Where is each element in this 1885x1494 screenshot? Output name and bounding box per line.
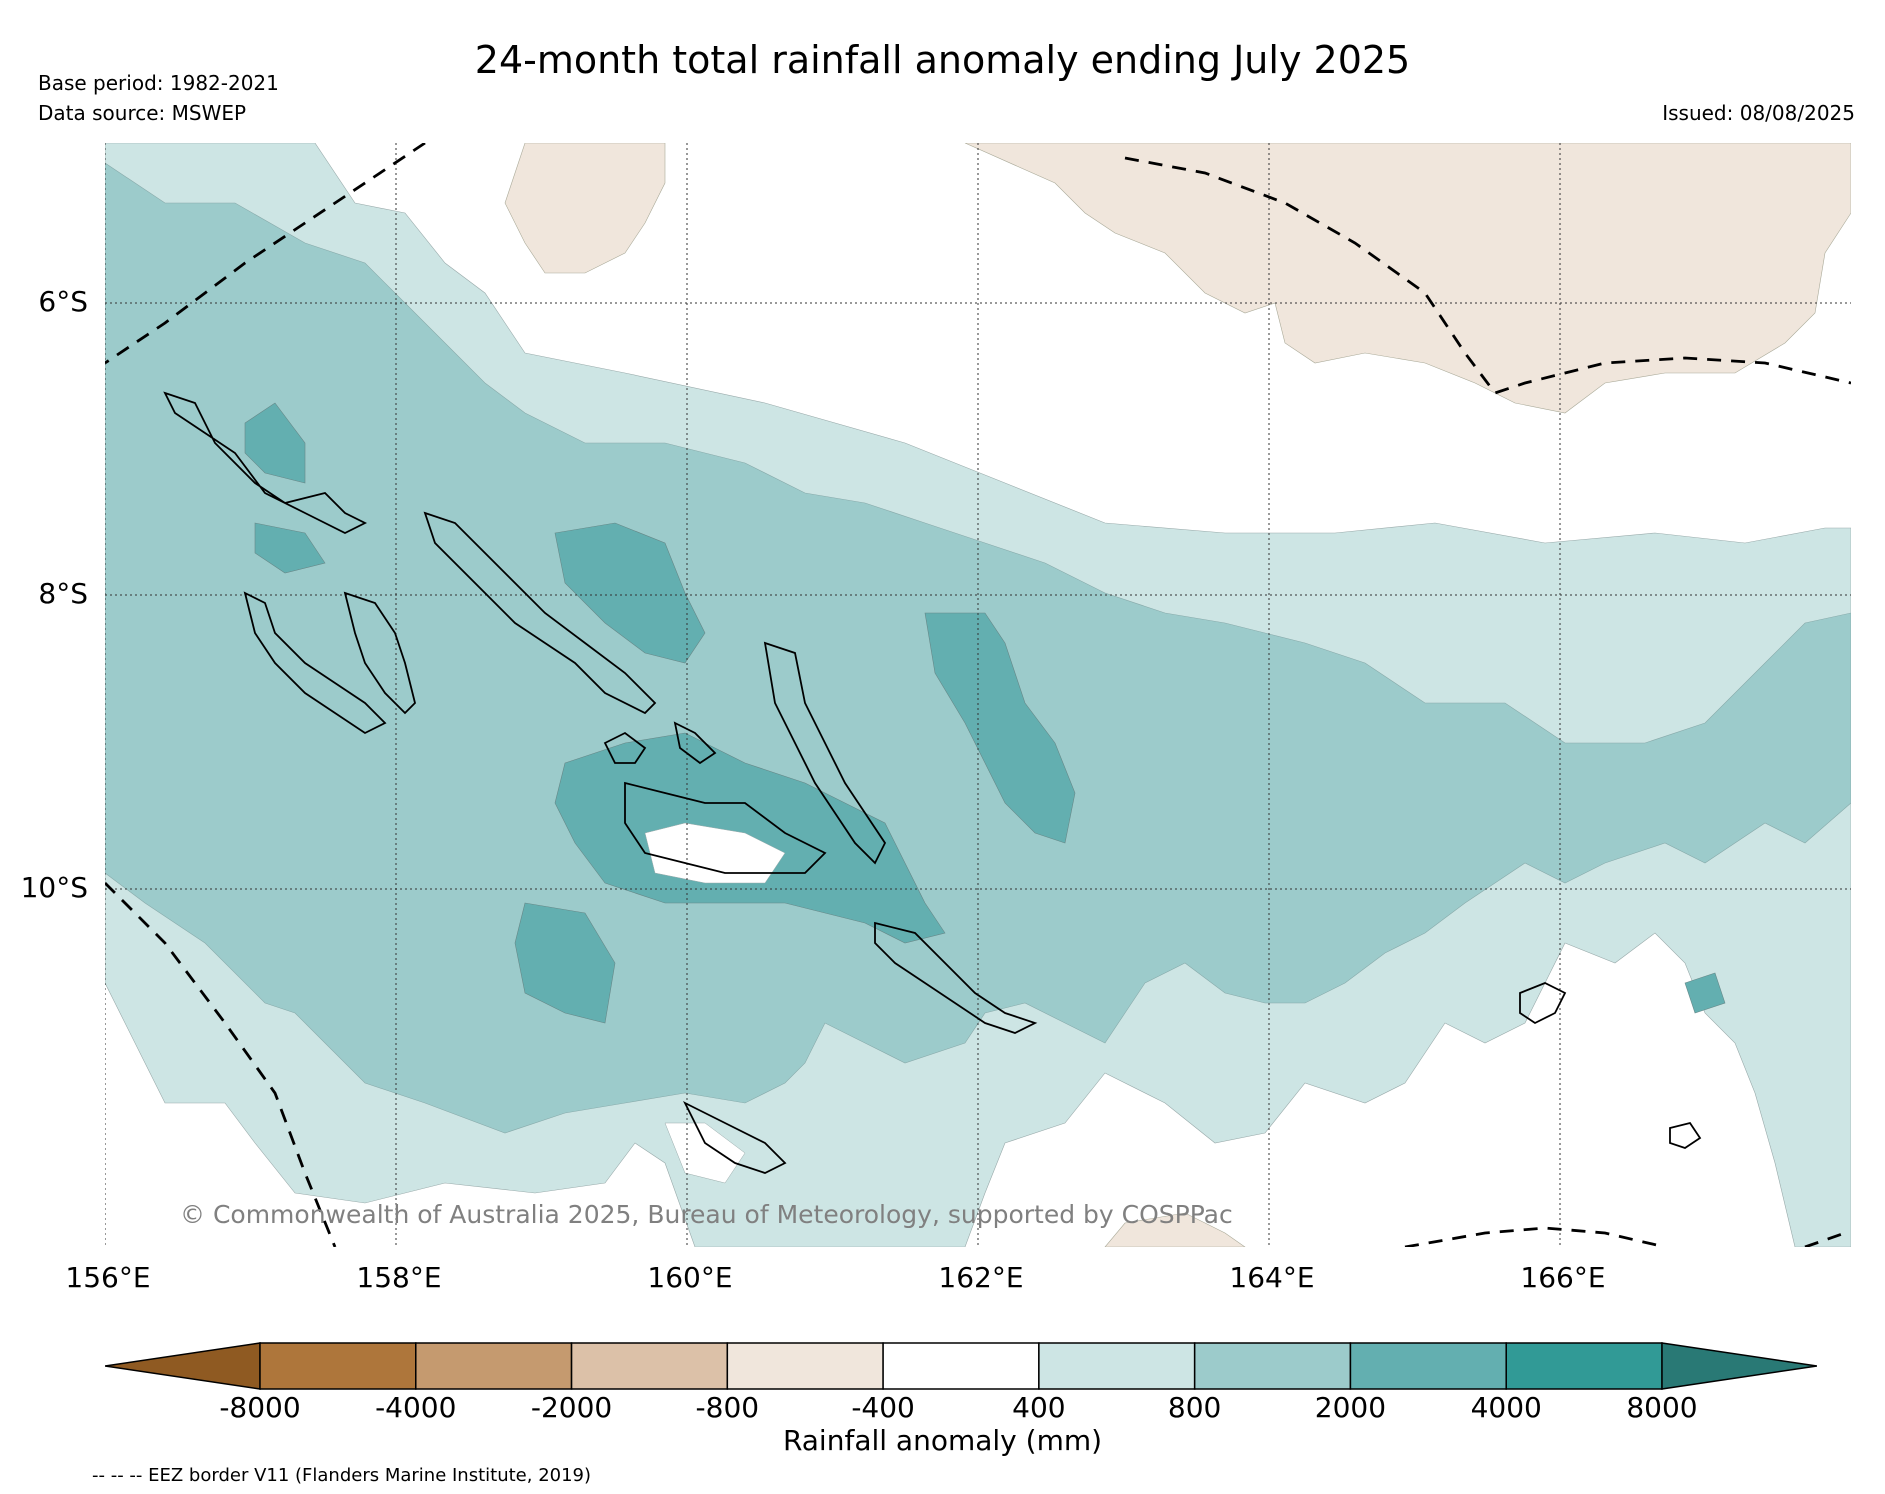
lat-label-8s: 8°S: [38, 577, 88, 610]
colorbar: [104, 1340, 1818, 1392]
map-title: 24-month total rainfall anomaly ending J…: [474, 38, 1411, 82]
colorbar-bin: [882, 1342, 1040, 1390]
eez-borders: [105, 143, 1851, 1247]
lon-label-162e: 162°E: [938, 1261, 1024, 1294]
issued-date-text: Issued: 08/08/2025: [1662, 101, 1855, 125]
colorbar-bin: [1193, 1342, 1352, 1390]
colorbar-tick-label: -400: [851, 1391, 915, 1424]
anomaly-region-dark-teal-south: [514, 902, 616, 1024]
base-period-text: Base period: 1982-2021: [38, 71, 279, 95]
colorbar-bin: [415, 1342, 573, 1390]
colorbar-tick-label: -800: [695, 1391, 760, 1424]
colorbar-tick-label: -2000: [530, 1391, 613, 1424]
colorbar-tick-label: 8000: [1626, 1391, 1698, 1424]
colorbar-bin: [1038, 1342, 1196, 1390]
lon-label-158e: 158°E: [356, 1261, 442, 1294]
colorbar-tick-label: 4000: [1470, 1391, 1542, 1424]
colorbar-svg: [104, 1342, 1818, 1390]
anomaly-region-dark-teal-east: [924, 612, 1076, 844]
anomaly-region-dark-teal-north: [554, 522, 706, 664]
anomaly-region-tan-north: [504, 143, 666, 274]
lon-label-166e: 166°E: [1520, 1261, 1606, 1294]
lon-label-164e: 164°E: [1229, 1261, 1315, 1294]
colorbar-bin: [570, 1342, 729, 1390]
coastlines: [163, 391, 1702, 1174]
colorbar-tick-label: 800: [1167, 1391, 1222, 1424]
colorbar-tick-label: -8000: [219, 1391, 301, 1424]
colorbar-tick-label: 400: [1012, 1391, 1066, 1424]
colorbar-extend-low: [104, 1342, 261, 1390]
graticule: [105, 143, 1851, 1247]
lat-label-6s: 6°S: [38, 285, 88, 318]
rainfall-anomaly-map: [105, 143, 1851, 1247]
anomaly-region-tan-south: [1104, 1212, 1246, 1247]
anomaly-region-white-south: [664, 1122, 746, 1184]
eez-footnote: -- -- -- EEZ border V11 (Flanders Marine…: [92, 1465, 592, 1486]
colorbar-bin: [1349, 1342, 1507, 1390]
colorbar-bin: [259, 1342, 417, 1390]
map-canvas: [105, 143, 1851, 1247]
colorbar-bin: [1505, 1342, 1663, 1390]
colorbar-tick-label: 2000: [1314, 1391, 1387, 1424]
lon-label-156e: 156°E: [65, 1261, 151, 1294]
anomaly-region-dark-teal-far-east: [1684, 972, 1726, 1014]
colorbar-extend-high: [1661, 1342, 1818, 1390]
anomaly-region-white-center: [644, 822, 786, 884]
colorbar-tick-label: -4000: [375, 1391, 457, 1424]
copyright-text: © Commonwealth of Australia 2025, Bureau…: [180, 1200, 1233, 1229]
data-source-text: Data source: MSWEP: [38, 101, 247, 125]
lat-label-10s: 10°S: [20, 871, 88, 904]
colorbar-label: Rainfall anomaly (mm): [782, 1424, 1103, 1457]
lon-label-160e: 160°E: [647, 1261, 733, 1294]
colorbar-bin: [726, 1342, 884, 1390]
anomaly-region-dark-teal-west: [244, 402, 326, 574]
anomaly-region-tan-northeast: [964, 143, 1851, 414]
